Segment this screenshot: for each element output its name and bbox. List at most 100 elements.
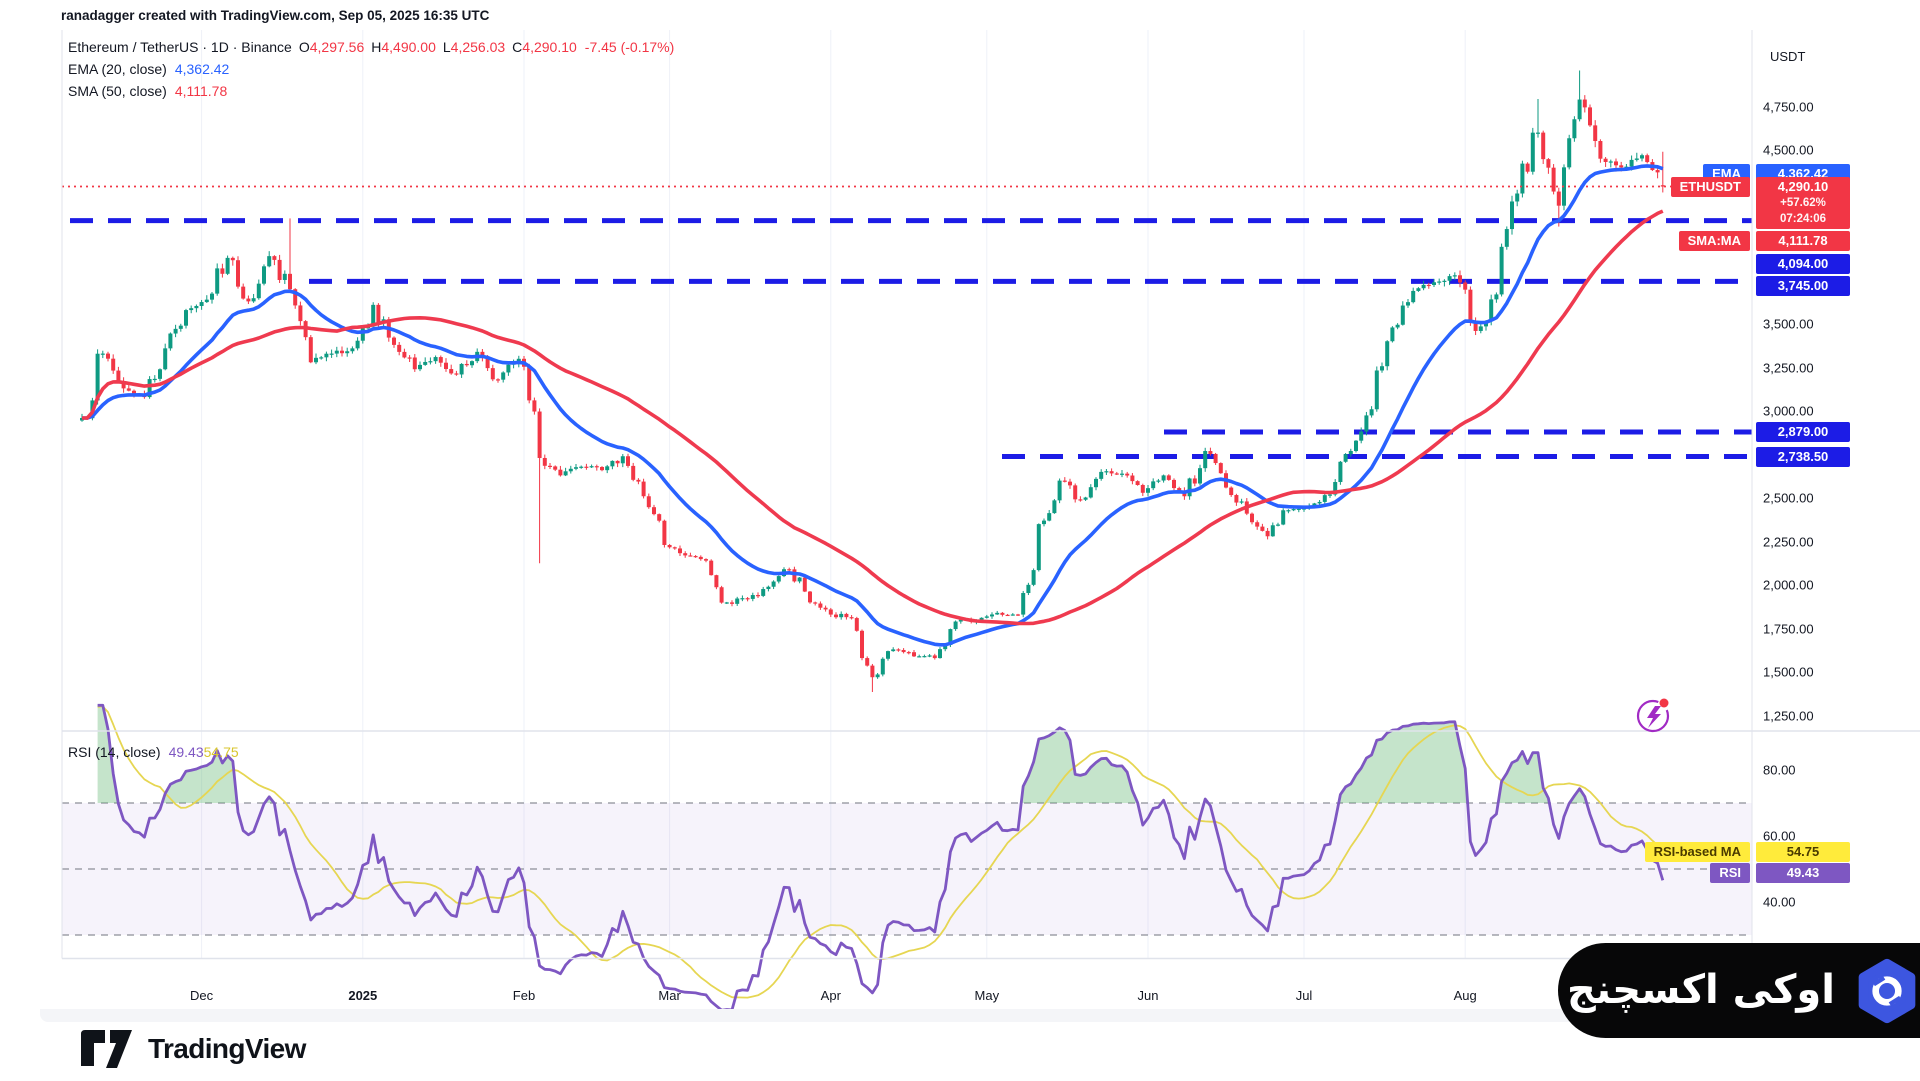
candle-body	[1515, 193, 1520, 202]
candle-body	[485, 356, 490, 369]
exchange-overlay-banner[interactable]: اوکی اکسچنج	[1558, 943, 1920, 1038]
candle-body	[147, 379, 152, 398]
rsi-legend-row[interactable]: RSI (14, close) 49.4354.75	[68, 744, 239, 760]
price-badge-line-2: 07:24:06	[1779, 213, 1827, 225]
candle-body	[1036, 524, 1041, 571]
rsi-badge-value: 49.43	[1756, 863, 1850, 883]
time-tick-May[interactable]: May	[974, 988, 1000, 1003]
time-tick-Jun[interactable]: Jun	[1137, 988, 1159, 1003]
price-tick-3250[interactable]: 3,250.00	[1763, 360, 1814, 375]
rsi-line[interactable]	[97, 703, 1665, 1012]
price-tick-1750[interactable]: 1,750.00	[1763, 621, 1814, 636]
candle-body	[262, 266, 266, 284]
candle-body	[610, 460, 615, 467]
candle-body	[636, 479, 641, 482]
ema-legend-row[interactable]: EMA (20, close) 4,362.42	[68, 58, 674, 80]
time-tick-Jul[interactable]: Jul	[1295, 988, 1313, 1003]
candle-body	[979, 617, 984, 620]
ema-value: 4,362.42	[174, 61, 230, 77]
candle-body	[220, 268, 225, 274]
rsi-tick-60[interactable]: 60.00	[1763, 828, 1796, 844]
price-badge-value: 2,879.00	[1756, 422, 1850, 442]
candle-body	[293, 289, 298, 306]
candle-body	[256, 283, 261, 299]
ohlc-letter-H: H	[371, 39, 382, 55]
candle-body	[1432, 282, 1436, 285]
price-tick-3000[interactable]: 3,000.00	[1763, 403, 1814, 419]
tradingview-logo[interactable]: TradingView	[78, 1028, 306, 1070]
candle-body	[860, 630, 864, 659]
time-tick-Apr[interactable]: Apr	[820, 988, 841, 1003]
price-axis-currency[interactable]: USDT	[1770, 49, 1806, 64]
price-tick-1250[interactable]: 1,250.00	[1763, 708, 1814, 723]
sma-legend-row[interactable]: SMA (50, close) 4,111.78	[68, 80, 674, 102]
candle-body	[626, 456, 630, 466]
candle-body	[813, 602, 818, 604]
candle-body	[1000, 612, 1005, 615]
candle-body	[397, 344, 402, 352]
candle-body	[1047, 513, 1052, 521]
price-tick-4500[interactable]: 4,500.00	[1763, 142, 1814, 158]
rsi-tick-80[interactable]: 80.00	[1763, 762, 1796, 778]
candle-body	[152, 378, 157, 381]
candle-body	[678, 548, 682, 554]
candle-body	[1276, 524, 1280, 526]
time-tick-Dec[interactable]: Dec	[190, 988, 214, 1003]
price-tick-2250[interactable]: 2,250.00	[1763, 534, 1814, 549]
time-tick-Mar[interactable]: Mar	[658, 988, 681, 1003]
candle-body	[470, 361, 474, 366]
candle-body	[340, 350, 344, 354]
time-tick-Aug[interactable]: Aug	[1453, 988, 1477, 1003]
ohlc-value-O: 4,297.56	[309, 39, 365, 55]
candle-body	[454, 373, 459, 375]
ohlc-value-H: 4,490.00	[381, 39, 436, 55]
candle-body	[922, 656, 927, 658]
candle-body	[1213, 453, 1218, 464]
candlestick-series[interactable]	[80, 70, 1665, 693]
exchange-name-text: اوکی اکسچنج	[1567, 967, 1835, 1013]
candle-body	[449, 369, 454, 374]
candle-body	[839, 613, 844, 618]
candle-body	[506, 364, 511, 373]
symbol-legend-row[interactable]: Ethereum / TetherUS · 1D · Binance O4,297…	[68, 36, 674, 58]
rsi-tick-40[interactable]: 40.00	[1763, 894, 1796, 910]
sma-line[interactable]	[81, 209, 1664, 626]
price-tick-3500[interactable]: 3,500.00	[1763, 316, 1814, 332]
price-tick-4750[interactable]: 4,750.00	[1763, 99, 1814, 114]
candle-body	[548, 465, 552, 467]
time-tick-2025[interactable]: 2025	[348, 988, 378, 1003]
candle-body	[823, 607, 828, 610]
price-tick-1500[interactable]: 1,500.00	[1763, 664, 1814, 680]
flash-icon[interactable]	[1636, 698, 1670, 733]
candle-body	[1151, 481, 1156, 489]
candle-body	[990, 614, 994, 617]
rsi-value: 49.43	[168, 744, 204, 760]
candle-body	[1655, 170, 1660, 173]
candle-body	[1265, 530, 1270, 537]
price-badge-value: 4,111.78	[1756, 231, 1850, 251]
candle-body	[1385, 341, 1390, 367]
candle-body	[1406, 302, 1410, 306]
price-tick-2000[interactable]: 2,000.00	[1763, 577, 1814, 593]
candle-body	[1068, 481, 1072, 486]
candle-body	[1504, 229, 1509, 247]
candle-body	[158, 369, 162, 379]
price-badge-label: SMA:MA	[1678, 231, 1750, 251]
month-gridlines	[201, 30, 1466, 959]
candle-body	[1603, 158, 1608, 162]
candle-body	[1198, 468, 1202, 484]
candle-body	[1042, 520, 1046, 525]
candle-body	[828, 609, 833, 615]
price-tick-2500[interactable]: 2,500.00	[1763, 490, 1814, 506]
candle-body	[1250, 513, 1254, 523]
candle-body	[163, 348, 168, 370]
time-tick-Feb[interactable]: Feb	[512, 988, 536, 1003]
candle-body	[277, 259, 282, 280]
candle-body	[1161, 475, 1166, 481]
candle-body	[735, 598, 740, 604]
candle-body	[204, 299, 209, 303]
candle-body	[236, 260, 240, 287]
candle-body	[1021, 593, 1026, 615]
candle-body	[464, 363, 469, 366]
